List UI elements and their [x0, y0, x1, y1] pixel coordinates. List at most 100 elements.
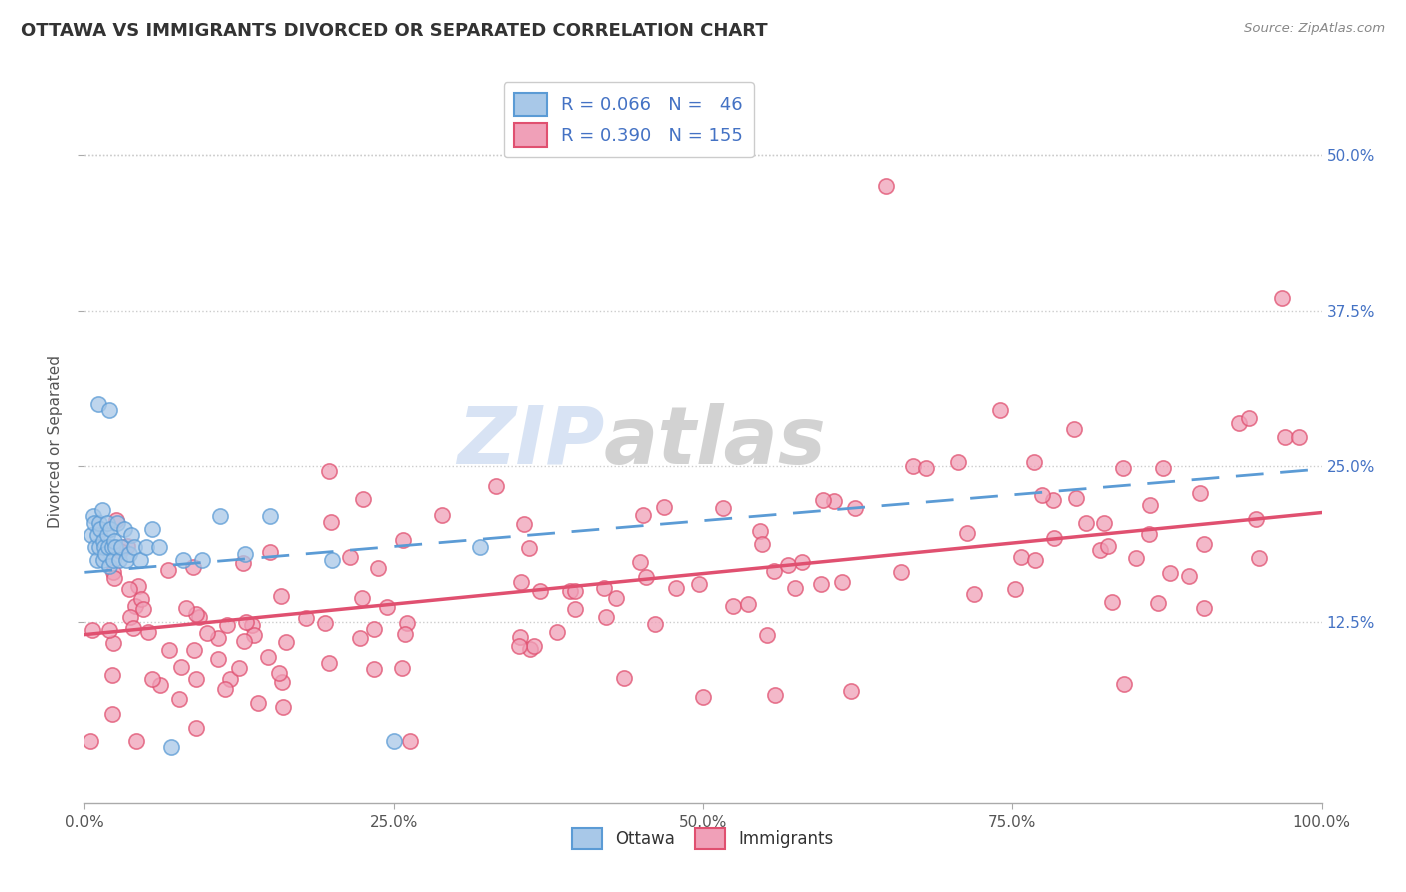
Point: [129, 591, 152, 606]
Point: [512, 517, 534, 532]
Point: [391, 660, 413, 674]
Point: [1004, 582, 1026, 597]
Point: [233, 633, 256, 648]
Point: [112, 522, 135, 536]
Point: [108, 553, 131, 567]
Point: [946, 455, 969, 469]
Point: [363, 622, 385, 636]
Point: [352, 591, 374, 606]
Point: [652, 500, 675, 514]
Point: [963, 587, 986, 601]
Point: [841, 683, 863, 698]
Point: [391, 533, 413, 547]
Point: [188, 610, 211, 624]
Point: [242, 628, 264, 642]
Point: [319, 515, 342, 529]
Point: [1249, 551, 1271, 566]
Point: [1097, 540, 1119, 554]
Point: [631, 508, 654, 523]
Point: [100, 541, 122, 555]
Point: [339, 549, 361, 564]
Point: [665, 582, 688, 596]
Point: [644, 616, 666, 631]
Point: [270, 589, 292, 603]
Point: [93, 541, 115, 555]
Point: [191, 553, 214, 567]
Point: [91, 553, 114, 567]
Point: [1192, 537, 1215, 551]
Point: [509, 574, 531, 589]
Point: [105, 513, 128, 527]
Point: [110, 541, 132, 555]
Point: [94, 547, 117, 561]
Point: [181, 560, 204, 574]
Point: [1147, 596, 1170, 610]
Point: [136, 624, 159, 639]
Point: [98, 403, 121, 417]
Point: [1074, 516, 1097, 530]
Point: [115, 553, 138, 567]
Point: [1152, 460, 1174, 475]
Text: ZIP: ZIP: [457, 402, 605, 481]
Point: [1137, 527, 1160, 541]
Point: [103, 534, 125, 549]
Point: [956, 525, 979, 540]
Point: [174, 601, 197, 615]
Point: [101, 553, 124, 567]
Point: [394, 627, 416, 641]
Point: [271, 700, 294, 714]
Point: [785, 581, 807, 595]
Point: [87, 397, 110, 411]
Point: [79, 733, 101, 747]
Point: [823, 494, 845, 508]
Point: [90, 503, 112, 517]
Point: [1088, 543, 1111, 558]
Point: [1022, 455, 1045, 469]
Point: [723, 599, 745, 614]
Point: [117, 539, 139, 553]
Point: [485, 479, 508, 493]
Point: [101, 706, 124, 721]
Point: [91, 534, 114, 549]
Point: [259, 509, 281, 524]
Point: [1031, 488, 1053, 502]
Point: [183, 643, 205, 657]
Point: [564, 601, 586, 615]
Point: [1125, 550, 1147, 565]
Point: [430, 508, 453, 523]
Point: [82, 623, 104, 637]
Point: [831, 574, 853, 589]
Point: [375, 600, 398, 615]
Point: [318, 656, 340, 670]
Point: [97, 623, 120, 637]
Point: [148, 541, 170, 555]
Point: [517, 541, 540, 556]
Point: [259, 544, 281, 558]
Point: [811, 493, 834, 508]
Point: [564, 584, 586, 599]
Point: [558, 583, 581, 598]
Point: [810, 577, 832, 591]
Point: [1010, 550, 1032, 565]
Point: [214, 681, 236, 696]
Point: [321, 553, 343, 567]
Point: [269, 665, 291, 680]
Point: [692, 690, 714, 704]
Point: [271, 674, 294, 689]
Point: [118, 609, 141, 624]
Point: [195, 626, 218, 640]
Point: [89, 522, 111, 536]
Legend: Ottawa, Immigrants: Ottawa, Immigrants: [565, 822, 841, 856]
Point: [628, 556, 651, 570]
Point: [96, 528, 118, 542]
Point: [523, 639, 546, 653]
Point: [157, 643, 180, 657]
Point: [149, 677, 172, 691]
Point: [207, 652, 229, 666]
Point: [209, 509, 232, 524]
Point: [124, 733, 146, 747]
Point: [763, 688, 786, 702]
Point: [363, 662, 385, 676]
Point: [82, 509, 104, 524]
Point: [101, 668, 124, 682]
